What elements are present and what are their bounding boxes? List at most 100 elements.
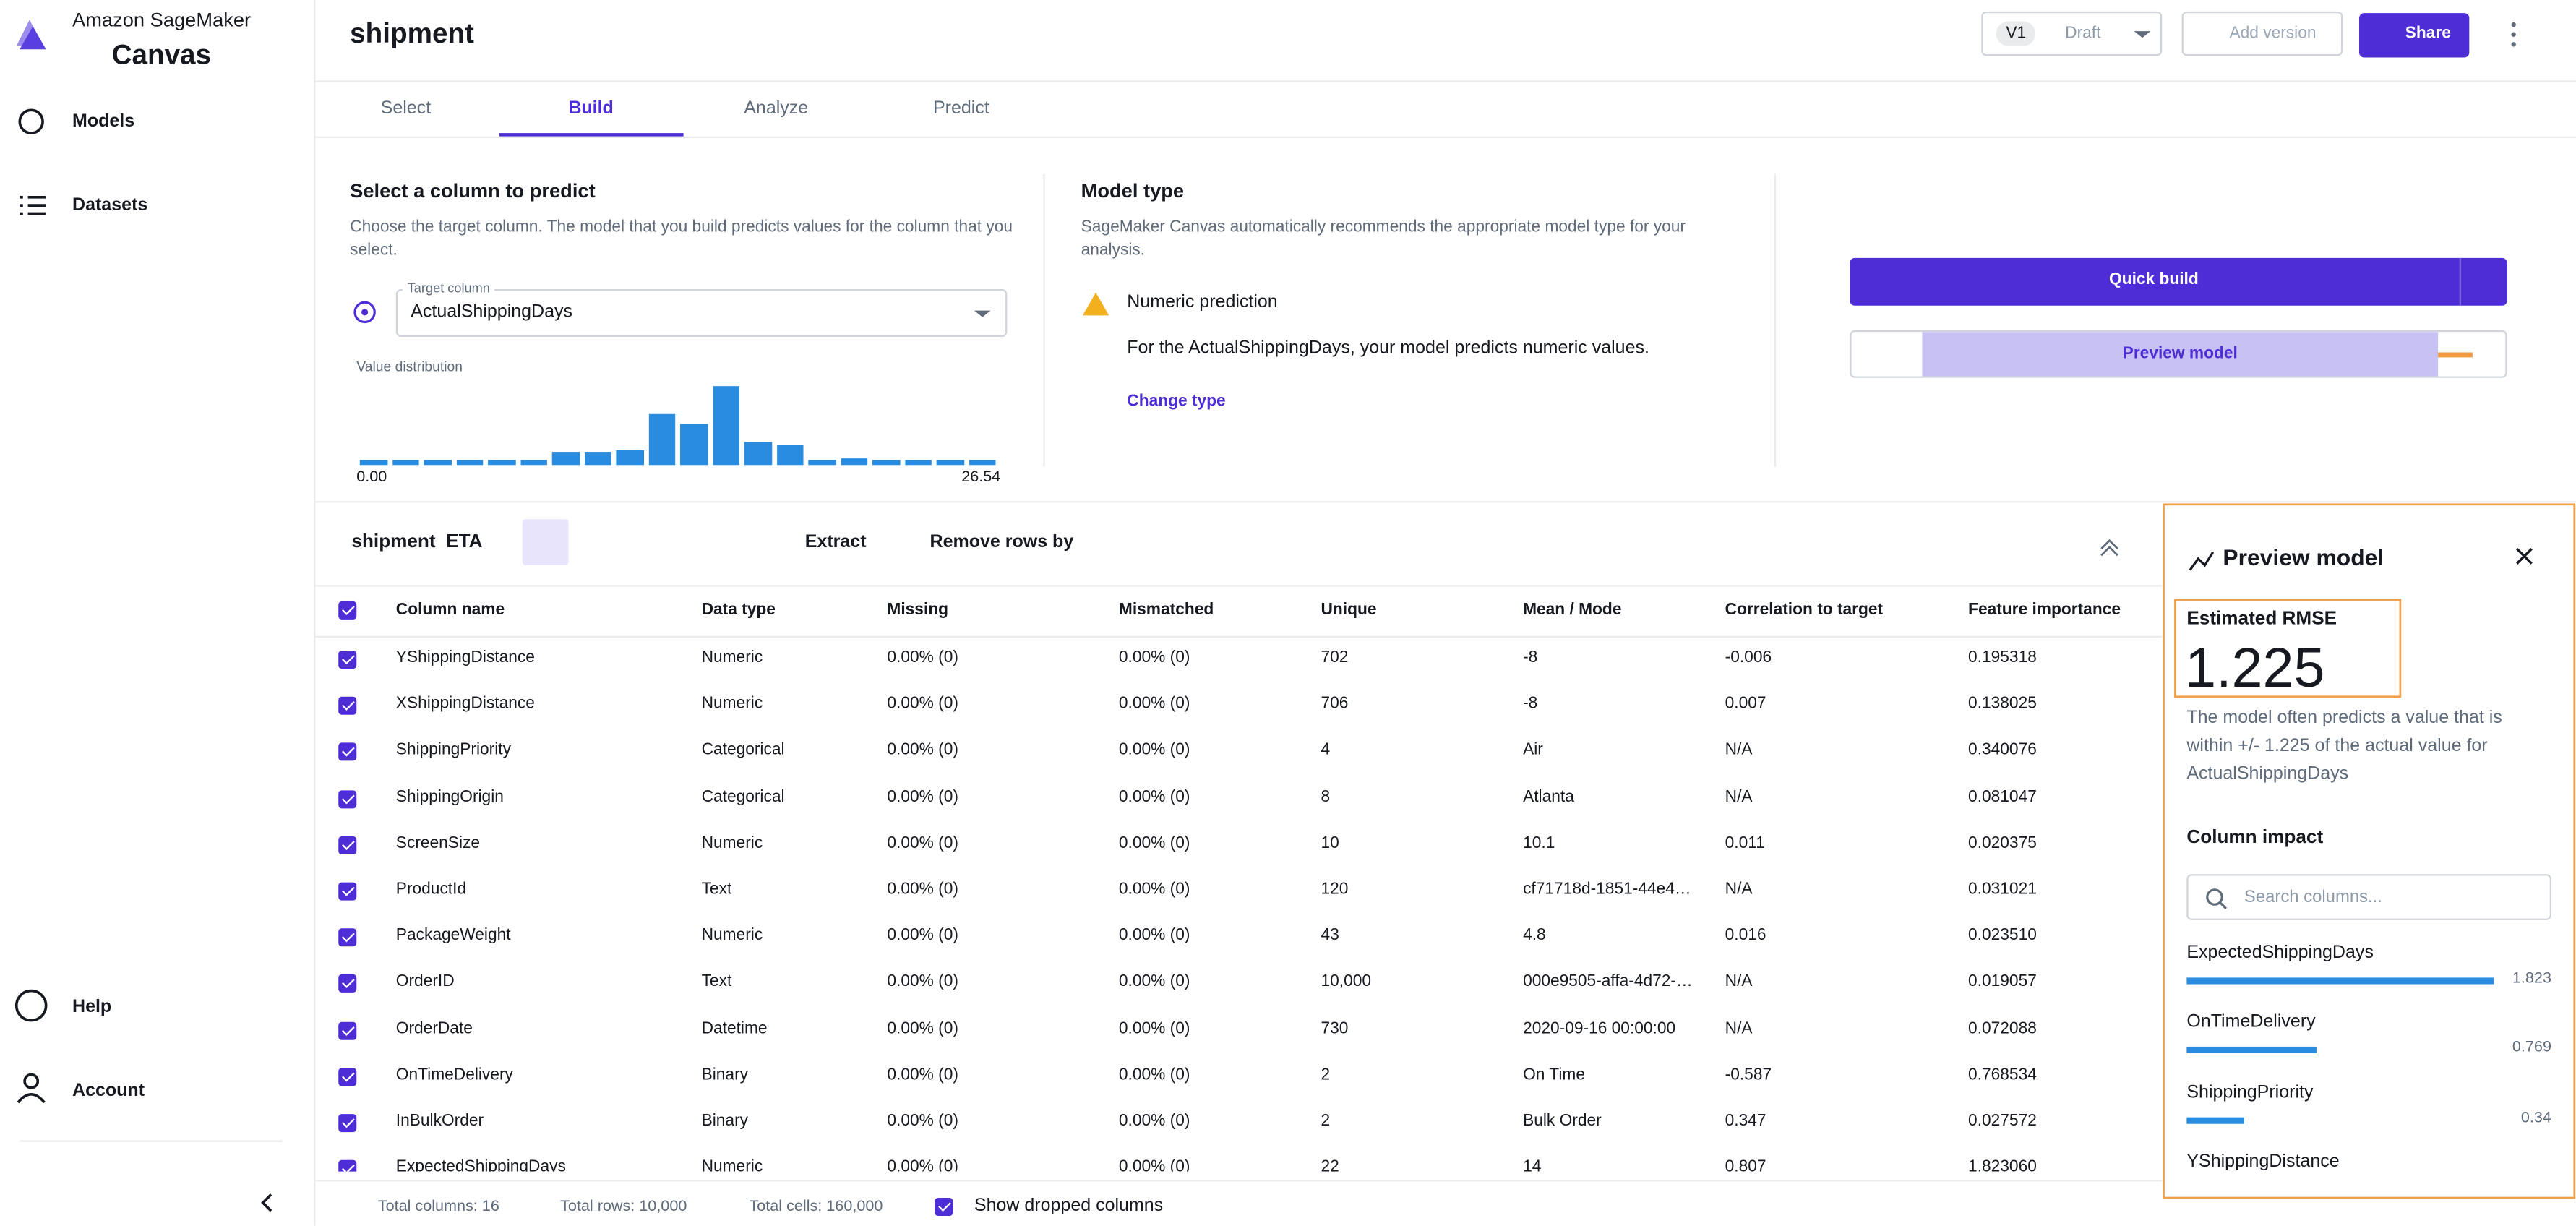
table-cell: 2 xyxy=(1321,1066,1331,1084)
table-cell: 0.340076 xyxy=(1968,742,2037,760)
row-checkbox[interactable] xyxy=(338,743,357,762)
row-checkbox[interactable] xyxy=(338,697,357,716)
impact-heading: Column impact xyxy=(2186,828,2324,848)
column-header: Unique xyxy=(1321,601,1377,620)
row-checkbox[interactable] xyxy=(338,651,357,669)
share-button[interactable]: Share xyxy=(2359,13,2470,58)
table-cell: 0.019057 xyxy=(1968,973,2037,992)
footer-stat: Total cells: 160,000 xyxy=(749,1198,883,1217)
table-cell: 10,000 xyxy=(1321,973,1372,992)
version-select[interactable]: V1 Draft xyxy=(1981,11,2163,56)
metric-description: The model often predicts a value that is… xyxy=(2186,708,2502,784)
quick-build-button[interactable]: Quick build xyxy=(1850,257,2507,306)
version-badge: V1 xyxy=(1996,21,2036,46)
row-checkbox[interactable] xyxy=(338,974,357,993)
row-checkbox[interactable] xyxy=(338,1160,357,1172)
divider xyxy=(1774,173,1777,467)
table-cell: -0.006 xyxy=(1725,648,1772,667)
column-header: Missing xyxy=(887,601,949,620)
tab[interactable]: Build xyxy=(568,98,614,119)
histogram-bar xyxy=(424,460,451,466)
version-status: Draft xyxy=(2065,25,2101,43)
tab[interactable]: Select xyxy=(380,98,432,119)
table-cell: 0.768534 xyxy=(1968,1066,2037,1084)
extract-button[interactable]: Extract xyxy=(804,532,867,552)
add-version-button[interactable]: Add version xyxy=(2181,11,2343,56)
row-checkbox[interactable] xyxy=(338,836,357,854)
remove-rows-button[interactable]: Remove rows by xyxy=(929,532,1074,552)
table-cell: 0.031021 xyxy=(1968,880,2037,899)
brand-line1: Amazon SageMaker xyxy=(72,8,252,32)
divider xyxy=(315,1180,2163,1182)
change-type-link[interactable]: Change type xyxy=(1127,393,1226,411)
footer-stat: Total columns: 16 xyxy=(377,1198,499,1217)
metric-value: 1.225 xyxy=(2185,637,2325,700)
table-cell: 14 xyxy=(1523,1158,1542,1172)
nav-item[interactable]: Help xyxy=(72,997,112,1017)
nav-item[interactable]: Models xyxy=(72,111,135,132)
table-cell: 2020-09-16 00:00:00 xyxy=(1523,1019,1676,1038)
column-header: Feature importance xyxy=(1968,601,2121,620)
table-cell: 0.00% (0) xyxy=(887,927,958,946)
table-body: YShippingDistance Numeric 0.00% (0) 0.00% (… xyxy=(315,638,2162,1172)
impact-value: 1.823 xyxy=(2512,969,2551,988)
table-cell: 0.020375 xyxy=(1968,834,2037,853)
divider xyxy=(315,80,2576,82)
histogram-bar xyxy=(936,460,964,466)
impact-bar xyxy=(2186,1116,2244,1123)
row-checkbox[interactable] xyxy=(338,789,357,808)
divider xyxy=(2459,257,2461,306)
tab[interactable]: Analyze xyxy=(744,98,809,119)
metric-label: Estimated RMSE xyxy=(2186,609,2337,630)
target-select[interactable]: ActualShippingDays xyxy=(395,289,1008,337)
nav-item[interactable]: Account xyxy=(72,1081,145,1101)
row-checkbox[interactable] xyxy=(338,1114,357,1133)
table-cell: 43 xyxy=(1321,927,1339,946)
histogram-bar xyxy=(616,450,643,466)
table-cell: 0.072088 xyxy=(1968,1019,2037,1038)
header-checkbox[interactable] xyxy=(338,601,357,620)
histogram-bar xyxy=(680,424,708,466)
table-cell: Numeric xyxy=(701,695,763,713)
table-cell: Categorical xyxy=(701,788,785,807)
divider xyxy=(20,1140,283,1142)
table-cell: ExpectedShippingDays xyxy=(395,1158,566,1172)
dataset-name: shipment_ETA xyxy=(351,532,483,552)
row-checkbox[interactable] xyxy=(338,882,357,901)
nav-item[interactable]: Datasets xyxy=(72,195,148,215)
table-cell: 0.195318 xyxy=(1968,648,2037,667)
histogram-bar xyxy=(551,451,580,466)
page-title: shipment xyxy=(350,18,474,50)
target-field-label: Target column xyxy=(402,280,495,296)
table-cell: 0.023510 xyxy=(1968,927,2037,946)
table-cell: Categorical xyxy=(701,742,785,760)
panel-title: Preview model xyxy=(2223,544,2384,570)
row-checkbox[interactable] xyxy=(338,1021,357,1039)
table-cell: YShippingDistance xyxy=(395,648,535,667)
table-cell: OrderDate xyxy=(395,1019,473,1038)
histogram-bar xyxy=(488,460,515,466)
list-view-toggle[interactable] xyxy=(522,519,569,565)
impact-search[interactable]: Search columns... xyxy=(2186,874,2551,920)
histogram-bar xyxy=(904,460,932,466)
divider xyxy=(1043,173,1045,467)
table-cell: 0.011 xyxy=(1725,834,1765,853)
row-checkbox[interactable] xyxy=(338,1067,357,1086)
histogram-bar xyxy=(455,460,484,466)
table-cell: 0.00% (0) xyxy=(887,695,958,713)
table-cell: N/A xyxy=(1725,1019,1753,1038)
histogram-bar xyxy=(744,441,772,466)
tab[interactable]: Predict xyxy=(932,98,989,119)
histogram-bar xyxy=(392,460,419,466)
preview-model-button[interactable]: Preview model xyxy=(1850,330,2507,378)
table-cell: 0.00% (0) xyxy=(1118,1019,1190,1038)
divider xyxy=(314,0,316,1226)
column-header: Data type xyxy=(701,601,776,620)
table-cell: Datetime xyxy=(701,1019,768,1038)
table-cell: 0.347 xyxy=(1725,1112,1766,1131)
row-checkbox[interactable] xyxy=(338,928,357,947)
show-dropped-checkbox[interactable] xyxy=(935,1198,953,1217)
